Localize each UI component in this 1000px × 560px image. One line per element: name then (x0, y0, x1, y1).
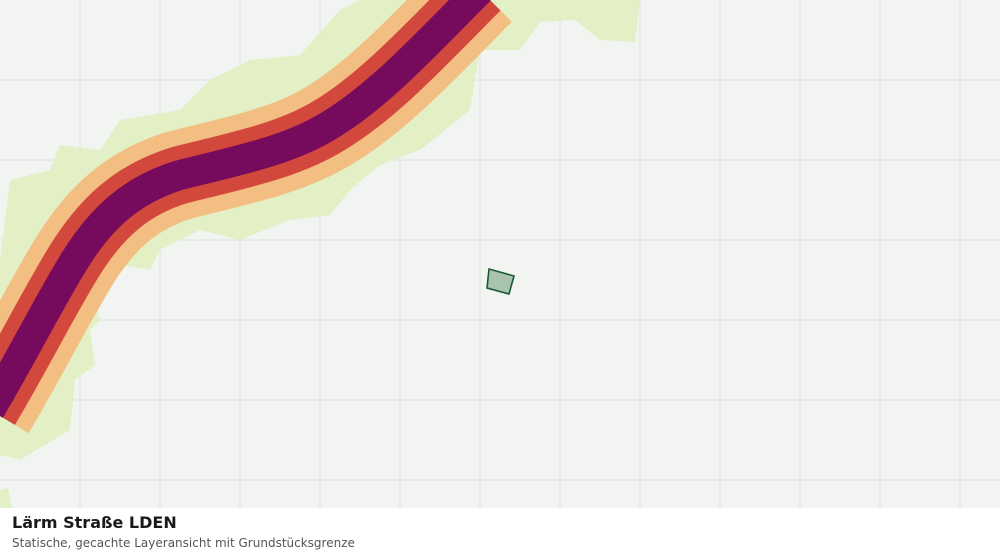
map-subtitle: Statische, gecachte Layeransicht mit Gru… (12, 536, 355, 550)
caption: Lärm Straße LDEN Statische, gecachte Lay… (12, 512, 355, 552)
noise-layer (0, 0, 640, 508)
map-view (0, 0, 1000, 508)
parcel-boundary[interactable] (486, 267, 515, 295)
map-background (0, 0, 1000, 508)
noise-zone-low (0, 0, 640, 460)
noise-zone-very-high (0, 0, 491, 418)
map-title: Lärm Straße LDEN (12, 513, 177, 532)
noise-zone-low (0, 488, 12, 508)
